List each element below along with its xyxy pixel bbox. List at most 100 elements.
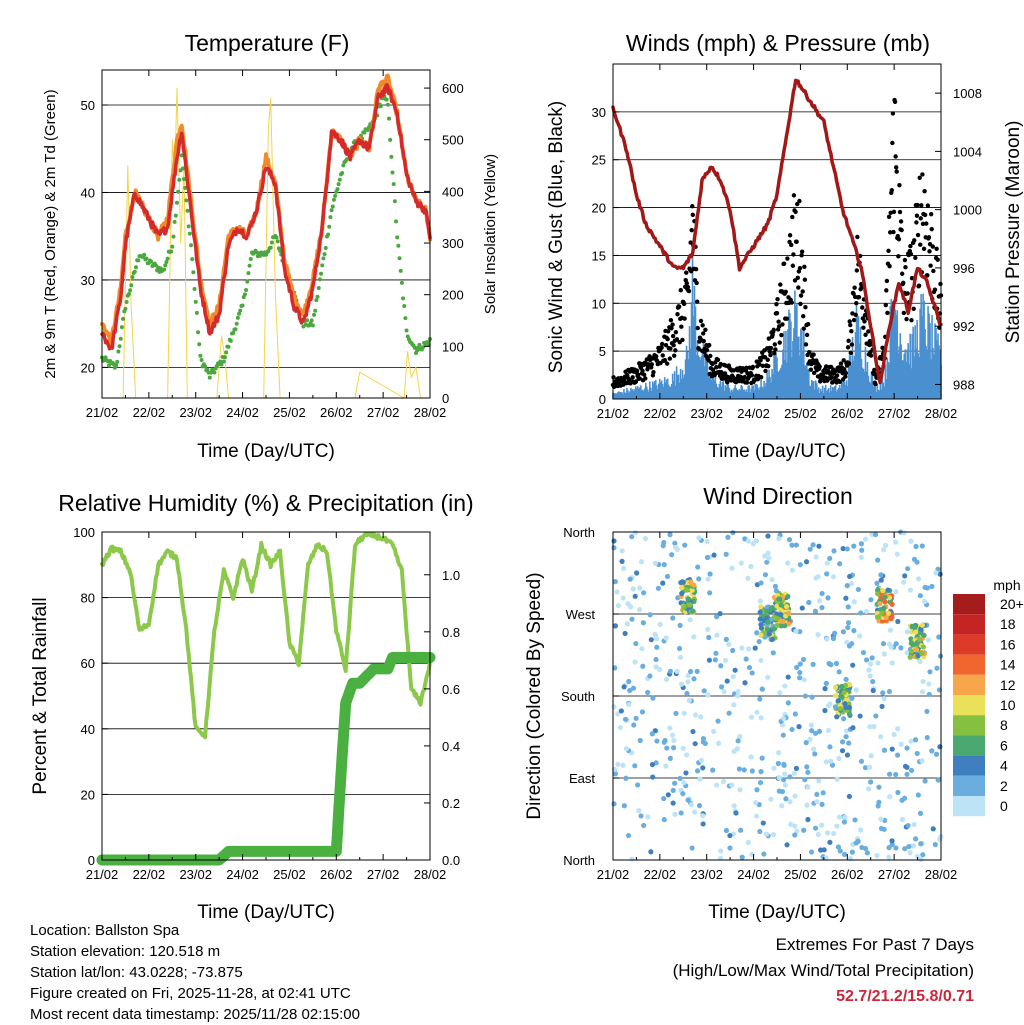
direction-point	[846, 793, 853, 800]
y2-tick-label: 0.2	[442, 796, 460, 811]
direction-point	[711, 728, 717, 735]
direction-point	[924, 708, 930, 715]
dewpoint-point	[275, 239, 280, 244]
direction-point	[918, 856, 924, 862]
direction-point	[852, 817, 858, 823]
direction-point	[873, 713, 879, 719]
dewpoint-point	[116, 349, 121, 354]
direction-point	[904, 629, 910, 635]
gust-point	[793, 209, 798, 215]
gust-point	[772, 350, 777, 356]
dewpoint-point	[197, 342, 202, 347]
dewpoint-point	[129, 283, 134, 288]
direction-point	[777, 690, 783, 696]
gust-point	[918, 242, 923, 247]
direction-point	[676, 645, 683, 652]
y2-tick-label: 100	[442, 339, 464, 354]
direction-point	[776, 775, 782, 781]
direction-point	[889, 660, 895, 666]
gust-point	[686, 288, 692, 294]
dewpoint-point	[314, 298, 319, 303]
direction-point	[663, 676, 670, 683]
direction-point	[619, 558, 625, 564]
gust-point	[789, 300, 794, 305]
gust-point	[885, 310, 890, 316]
gust-point	[676, 304, 682, 309]
direction-point	[831, 548, 837, 554]
direction-point	[933, 751, 940, 757]
direction-point	[922, 598, 928, 605]
gust-point	[767, 349, 773, 354]
direction-point	[690, 728, 696, 735]
direction-point	[748, 714, 755, 720]
direction-point	[840, 716, 847, 722]
gust-point	[777, 340, 782, 345]
winds-series	[610, 78, 944, 399]
gust-point	[808, 367, 814, 372]
direction-point	[626, 701, 632, 708]
direction-cluster-point	[846, 711, 853, 717]
x-tick-label: 27/02	[878, 406, 911, 421]
gust-point	[693, 267, 699, 272]
dewpoint-point	[395, 235, 400, 240]
dewpoint-point	[305, 318, 309, 323]
gust-point	[668, 318, 674, 323]
dewpoint-point	[196, 330, 201, 335]
gust-point	[899, 227, 904, 233]
y2-tick-label: 300	[442, 236, 464, 251]
temp-2m-line	[100, 83, 432, 351]
direction-point	[862, 536, 869, 542]
direction-point	[920, 852, 926, 858]
y2-tick-label: 1000	[953, 203, 982, 218]
direction-point	[849, 580, 855, 587]
direction-point	[853, 687, 859, 693]
direction-point	[637, 585, 643, 591]
direction-point	[905, 566, 911, 572]
direction-point	[849, 641, 855, 647]
direction-point	[630, 586, 636, 592]
gust-point	[796, 285, 801, 290]
direction-cluster-point	[688, 579, 694, 585]
y2-tick-label: 0.6	[442, 682, 460, 697]
direction-point	[677, 775, 683, 781]
direction-point	[840, 545, 846, 552]
direction-point	[904, 650, 910, 656]
direction-point	[863, 608, 869, 615]
gust-point	[862, 319, 867, 324]
legend-label: 20+	[1000, 596, 1024, 612]
dewpoint-point	[117, 344, 122, 349]
gust-point	[889, 188, 894, 193]
direction-point	[823, 759, 829, 765]
direction-point	[840, 629, 847, 635]
direction-point	[845, 604, 851, 610]
gust-point	[784, 316, 790, 321]
direction-point	[914, 750, 920, 757]
dewpoint-point	[396, 243, 401, 248]
direction-point	[754, 787, 760, 793]
direction-title: Wind Direction	[703, 483, 853, 509]
gust-point	[768, 345, 774, 351]
direction-point	[672, 780, 678, 786]
gust-point	[803, 305, 808, 310]
direction-point	[642, 536, 649, 542]
gust-point	[700, 323, 705, 328]
gust-point	[884, 278, 890, 284]
direction-cluster-point	[919, 650, 925, 656]
gust-point	[667, 356, 673, 361]
temperature-title: Temperature (F)	[185, 30, 350, 56]
gust-point	[649, 362, 655, 367]
direction-point	[688, 802, 694, 808]
gust-point	[744, 380, 750, 385]
direction-point	[636, 607, 643, 613]
winds-ylabel: Sonic Wind & Gust (Blue, Black)	[546, 101, 567, 373]
dewpoint-point	[398, 268, 403, 273]
gust-point	[783, 289, 788, 295]
direction-point	[904, 771, 910, 777]
direction-point	[862, 845, 869, 852]
dewpoint-point	[228, 338, 233, 343]
direction-point	[875, 660, 881, 666]
dewpoint-point	[174, 200, 179, 205]
gust-point	[883, 302, 888, 308]
direction-point	[632, 763, 638, 769]
